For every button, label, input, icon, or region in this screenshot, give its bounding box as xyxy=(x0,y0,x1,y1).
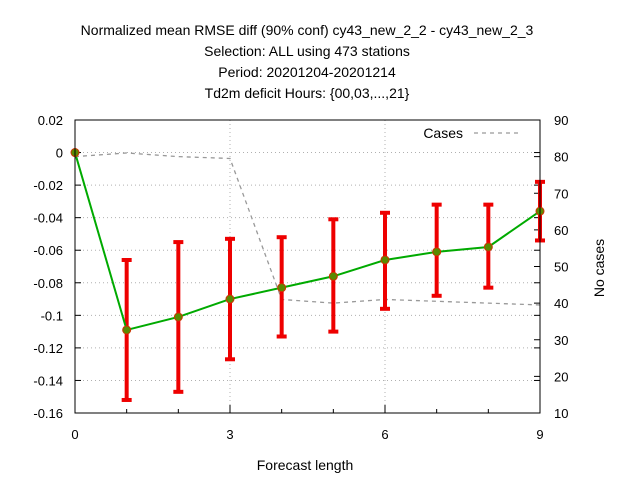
y2-tick-label: 70 xyxy=(554,186,568,201)
y-tick-label: 0 xyxy=(56,146,63,161)
x-axis-label: Forecast length xyxy=(257,457,354,473)
x-axis: 0 3 6 9 xyxy=(71,405,544,442)
data-point xyxy=(483,242,493,252)
title-line: Normalized mean RMSE diff (90% conf) cy4… xyxy=(81,22,534,38)
plot-frame xyxy=(74,119,541,414)
y-tick-label: -0.02 xyxy=(33,178,63,193)
x-tick-label: 0 xyxy=(71,427,78,442)
y-tick-label: -0.04 xyxy=(33,211,63,226)
y2-axis: 90 80 70 60 50 40 30 20 10 xyxy=(534,113,568,421)
y-tick-label: -0.16 xyxy=(33,406,63,421)
data-point xyxy=(173,312,183,322)
y-tick-label: -0.12 xyxy=(33,341,63,356)
title-line: Selection: ALL using 473 stations xyxy=(204,43,410,59)
title-line: Td2m deficit Hours: {00,03,...,21} xyxy=(205,85,410,101)
y-tick-label: -0.06 xyxy=(33,243,63,258)
y-tick-label: -0.08 xyxy=(33,276,63,291)
data-point xyxy=(328,271,338,281)
data-point xyxy=(380,255,390,265)
y-tick-label: -0.1 xyxy=(41,308,63,323)
rmse-diff-line xyxy=(74,152,541,332)
y-tick-label: 0.02 xyxy=(38,113,63,128)
data-point xyxy=(277,283,287,293)
grid xyxy=(75,120,540,413)
title-line: Period: 20201204-20201214 xyxy=(218,64,396,80)
y-axis: 0.02 0 -0.02 -0.04 -0.06 -0.08 -0.1 -0.12 -0.14 -… xyxy=(33,113,540,421)
x-tick-label: 3 xyxy=(226,427,233,442)
x-tick-label: 9 xyxy=(536,427,543,442)
data-point xyxy=(225,294,235,304)
y2-axis-label: No cases xyxy=(591,239,607,297)
data-point xyxy=(432,247,442,257)
data-point xyxy=(122,325,132,335)
x-tick-label: 6 xyxy=(381,427,388,442)
y2-tick-label: 90 xyxy=(554,113,568,128)
y2-tick-label: 50 xyxy=(554,260,568,275)
chart-title: Normalized mean RMSE diff (90% conf) cy4… xyxy=(81,22,534,101)
y2-tick-label: 20 xyxy=(554,369,568,384)
cases-line xyxy=(74,152,541,306)
legend-label: Cases xyxy=(423,125,463,141)
y-tick-label: -0.14 xyxy=(33,373,63,388)
y2-tick-label: 40 xyxy=(554,296,568,311)
y2-tick-label: 10 xyxy=(554,406,568,421)
legend: Cases xyxy=(423,125,522,141)
y2-tick-label: 60 xyxy=(554,223,568,238)
y2-tick-label: 80 xyxy=(554,150,568,165)
series-layer xyxy=(70,148,545,402)
y2-tick-label: 30 xyxy=(554,333,568,348)
